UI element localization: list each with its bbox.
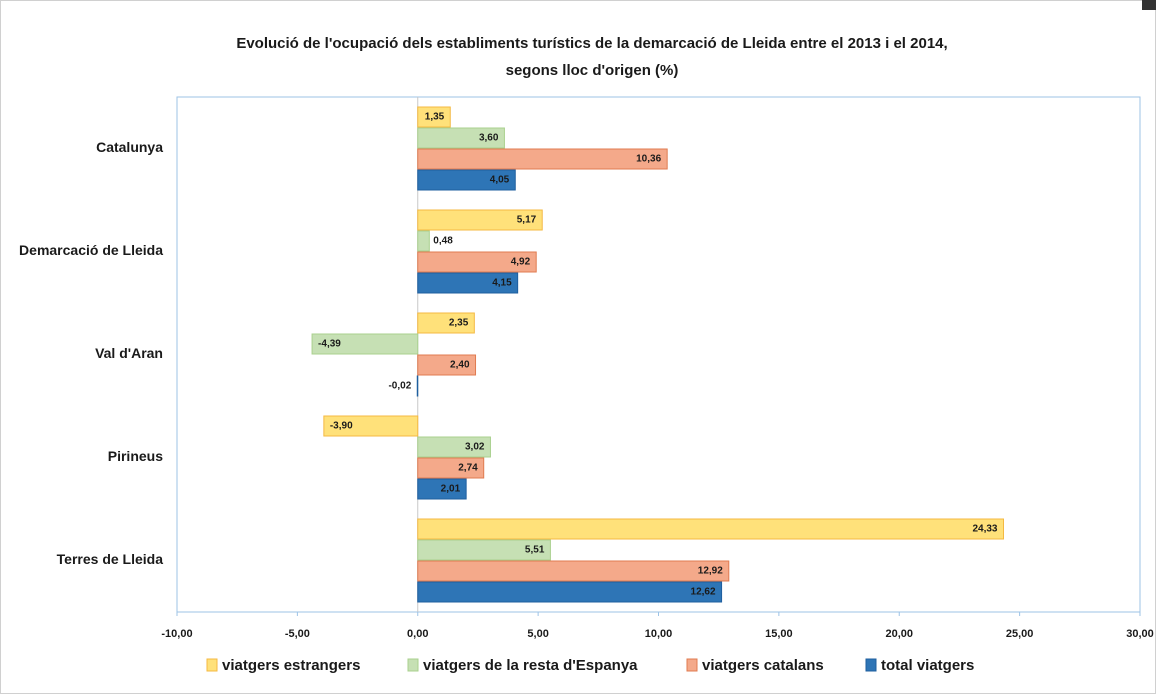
- data-label: 2,35: [449, 318, 469, 329]
- data-label: 2,40: [450, 360, 470, 371]
- legend-swatch: [407, 658, 419, 672]
- y-tick-label: Terres de Lleida: [57, 551, 164, 567]
- data-label: 1,35: [425, 112, 445, 123]
- bar: [417, 169, 516, 191]
- bar: [323, 415, 419, 437]
- x-tick-label: 25,00: [1006, 628, 1034, 640]
- y-tick-label: Catalunya: [96, 139, 163, 155]
- corner: [1142, 0, 1156, 10]
- bar: [311, 333, 419, 355]
- y-tick-label: Demarcació de Lleida: [19, 242, 163, 258]
- bar: [417, 127, 505, 149]
- bar: [417, 251, 537, 273]
- legend-swatch: [206, 658, 218, 672]
- y-tick-label: Pirineus: [108, 448, 163, 464]
- data-label: -4,39: [318, 339, 341, 350]
- bar: [417, 312, 475, 334]
- data-label: 12,92: [698, 566, 723, 577]
- data-label: 5,17: [517, 215, 537, 226]
- chart-title: segons lloc d'origen (%): [506, 62, 679, 79]
- x-tick-label: 10,00: [645, 628, 673, 640]
- data-label: 24,33: [972, 524, 997, 535]
- data-label: 3,02: [465, 442, 485, 453]
- x-tick-label: -5,00: [285, 628, 310, 640]
- bar: [417, 436, 491, 458]
- data-label: 0,48: [433, 236, 453, 247]
- bar: [417, 106, 451, 128]
- x-tick-label: 15,00: [765, 628, 793, 640]
- bar: [417, 209, 543, 231]
- data-label: 2,74: [458, 463, 478, 474]
- bar: [417, 518, 1004, 540]
- data-label: 10,36: [636, 154, 661, 165]
- bar: [417, 272, 519, 294]
- bar: [417, 354, 477, 376]
- data-label: 12,62: [691, 587, 716, 598]
- x-tick-label: 0,00: [407, 628, 428, 640]
- legend-swatch: [865, 658, 877, 672]
- bar: [416, 375, 419, 397]
- data-label: 4,92: [511, 257, 531, 268]
- chart-title: Evolució de l'ocupació dels establiments…: [236, 35, 947, 52]
- legend-label: total viatgers: [881, 657, 974, 674]
- data-label: 4,15: [492, 278, 512, 289]
- bar: [417, 230, 430, 252]
- legend-swatch: [686, 658, 698, 672]
- bar: [417, 457, 485, 479]
- bar: [417, 478, 467, 500]
- bar: [417, 581, 723, 603]
- data-label: -3,90: [330, 421, 353, 432]
- x-tick-label: 20,00: [885, 628, 913, 640]
- data-label: -0,02: [388, 381, 411, 392]
- data-label: 4,05: [490, 175, 510, 186]
- legend-label: viatgers estrangers: [222, 657, 360, 674]
- bar: [417, 560, 730, 582]
- data-label: 2,01: [441, 484, 461, 495]
- legend-label: viatgers catalans: [702, 657, 824, 674]
- x-tick-label: -10,00: [161, 628, 192, 640]
- y-tick-label: Val d'Aran: [95, 345, 163, 361]
- bar: [417, 148, 668, 170]
- bar: [417, 539, 551, 561]
- x-tick-label: 30,00: [1126, 628, 1154, 640]
- data-label: 5,51: [525, 545, 545, 556]
- data-label: 3,60: [479, 133, 499, 144]
- x-tick-label: 5,00: [527, 628, 548, 640]
- legend-label: viatgers de la resta d'Espanya: [423, 657, 638, 674]
